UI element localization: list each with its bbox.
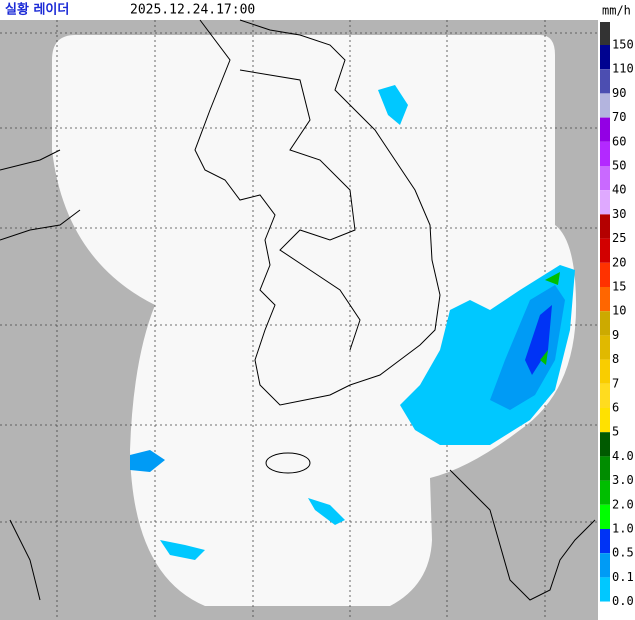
legend-swatch <box>600 93 610 118</box>
rain-area <box>525 305 552 375</box>
legend-swatch <box>600 432 610 457</box>
legend-label: 8 <box>612 352 619 366</box>
legend-label: 15 <box>612 280 626 294</box>
legend-swatch <box>600 190 610 215</box>
title: 실황 레이더 <box>5 2 69 18</box>
legend-swatch <box>600 504 610 529</box>
legend-swatch <box>600 141 610 166</box>
legend-label: 110 <box>612 62 634 76</box>
legend-swatch <box>600 383 610 408</box>
legend-swatch <box>600 577 610 602</box>
legend-swatch <box>600 262 610 287</box>
unit-label: mm/h <box>602 4 631 18</box>
legend-label: 60 <box>612 134 626 148</box>
rain-area <box>160 540 205 560</box>
legend-label: 1.0 <box>612 522 634 536</box>
legend-label: 25 <box>612 231 626 245</box>
legend-label: 5 <box>612 425 619 439</box>
legend-swatch <box>600 45 610 70</box>
legend-swatch <box>600 166 610 191</box>
legend-label: 150 <box>612 38 634 52</box>
legend-label: 4.0 <box>612 449 634 463</box>
legend-label: 3.0 <box>612 473 634 487</box>
legend-label: 9 <box>612 328 619 342</box>
legend-swatch <box>600 601 610 620</box>
radar-coverage <box>52 35 577 606</box>
timestamp: 2025.12.24.17:00 <box>130 3 255 18</box>
legend-swatch <box>600 311 610 336</box>
legend-swatch <box>600 553 610 578</box>
legend-swatch <box>600 238 610 263</box>
legend-swatch <box>600 480 610 505</box>
legend-label: 30 <box>612 207 626 221</box>
precipitation <box>130 85 575 560</box>
legend-label: 50 <box>612 159 626 173</box>
legend-swatch <box>600 529 610 554</box>
legend-label: 10 <box>612 304 626 318</box>
coastline <box>0 19 596 601</box>
legend-label: 0.1 <box>612 570 634 584</box>
rain-area <box>130 450 165 472</box>
legend-swatch <box>600 117 610 142</box>
legend-label: 0.0 <box>612 594 634 608</box>
legend-swatch <box>600 69 610 94</box>
legend-label: 40 <box>612 183 626 197</box>
legend-swatch <box>600 214 610 239</box>
rain-area <box>378 85 408 125</box>
legend-label: 70 <box>612 110 626 124</box>
map <box>0 19 598 620</box>
legend-swatch <box>600 287 610 312</box>
rain-area <box>540 272 560 365</box>
legend: 150 110 90 70 60 50 40 30 25 20 15 10 9 8 7 6 5 4.0 3.0 2.0… <box>600 22 634 620</box>
legend-label: 0.5 <box>612 546 634 560</box>
rain-area <box>308 498 345 525</box>
legend-label: 20 <box>612 255 626 269</box>
legend-label: 90 <box>612 86 626 100</box>
legend-label: 2.0 <box>612 497 634 511</box>
legend-label: 7 <box>612 376 619 390</box>
legend-swatch <box>600 359 610 384</box>
legend-swatch <box>600 22 610 45</box>
legend-label: 6 <box>612 401 619 415</box>
legend-swatch <box>600 335 610 360</box>
legend-swatch <box>600 408 610 433</box>
legend-swatch <box>600 456 610 481</box>
